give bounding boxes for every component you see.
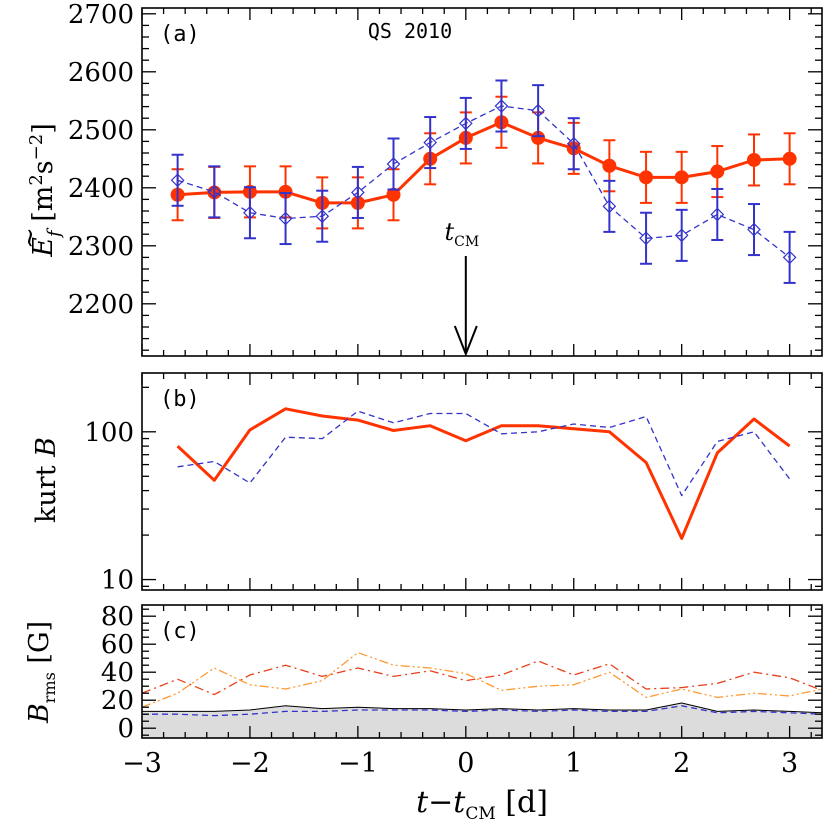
- y-tick-label: 10: [101, 566, 134, 596]
- arrow-annotation-label: tCM: [444, 218, 479, 250]
- x-tick-label: −2: [230, 748, 270, 779]
- series-line-3: [142, 660, 822, 696]
- series-line-1: [176, 407, 791, 540]
- error-bar: [783, 230, 796, 284]
- data-point: [423, 135, 438, 150]
- data-point: [207, 185, 222, 199]
- series-line-2: [142, 705, 822, 717]
- error-bar: [243, 186, 256, 240]
- error-bar: [567, 117, 580, 171]
- x-tick-label: 3: [781, 748, 798, 779]
- data-point: [351, 185, 365, 200]
- plot-frame: [141, 7, 823, 357]
- data-point: [602, 199, 617, 214]
- data-point: [386, 157, 401, 171]
- arrow-head: [453, 325, 478, 357]
- data-point: [674, 228, 689, 243]
- y-tick-label: 0: [117, 714, 134, 744]
- data-point: [386, 187, 401, 202]
- data-point: [747, 152, 761, 167]
- data-point: [747, 222, 761, 237]
- data-point: [674, 170, 689, 185]
- y-tick-label: 2400: [68, 174, 134, 204]
- panel-label: (b): [160, 387, 200, 412]
- panel-a: 2200 2300 2400 2500 2600 2700 (a) QS 2010 Ef [m2…: [15, 0, 823, 357]
- error-bar: [640, 211, 653, 265]
- series-fill-area: [142, 703, 822, 738]
- y-tick-label: 2500: [68, 116, 134, 146]
- panel-title: QS 2010: [368, 19, 452, 43]
- y-axis-label-tilde: ~: [15, 227, 45, 249]
- data-point: [782, 250, 797, 265]
- y-tick-label: 2600: [68, 58, 134, 88]
- panel-label: (c): [160, 619, 200, 644]
- x-tick-label: 2: [673, 748, 690, 779]
- data-point: [566, 136, 581, 151]
- data-point: [639, 170, 654, 185]
- data-point: [710, 207, 725, 222]
- y-tick-label: 100: [84, 418, 134, 448]
- plot-frame: [141, 604, 823, 739]
- series-line-4: [142, 651, 822, 708]
- data-point: [170, 173, 185, 188]
- series-line-1: [142, 702, 822, 714]
- x-axis-label: t−tCM [d]: [416, 785, 548, 824]
- plot-area: [170, 79, 797, 284]
- data-point: [494, 99, 509, 113]
- data-point: [278, 184, 293, 199]
- error-bar: [748, 203, 760, 257]
- panel-b: 10 100 (b) kurt B: [31, 372, 823, 596]
- y-axis-label: Brms [G]: [24, 621, 59, 724]
- y-axis-label: kurt B: [31, 437, 62, 523]
- data-point: [315, 209, 330, 224]
- y-tick-label: 2200: [68, 290, 134, 320]
- x-tick-label: 0: [457, 748, 474, 779]
- data-point: [531, 103, 545, 118]
- data-point: [782, 151, 797, 166]
- series-line-1: [177, 120, 790, 205]
- x-tick-label: −3: [122, 748, 162, 779]
- data-point: [531, 130, 546, 145]
- data-point: [458, 116, 473, 131]
- y-tick-label: 40: [101, 658, 134, 688]
- plot-area: [142, 651, 822, 738]
- x-tick-label: 1: [565, 748, 582, 779]
- data-point: [602, 158, 617, 173]
- y-axis-label: Ef [m2s−2]: [26, 123, 65, 258]
- x-tick-label: −1: [338, 748, 378, 779]
- y-tick-label: 60: [101, 630, 134, 660]
- y-tick-label: 2700: [68, 0, 134, 30]
- series-line-2: [177, 105, 791, 258]
- y-tick-label: 2300: [68, 232, 134, 262]
- series-line-2: [177, 410, 791, 497]
- plot-area: [176, 407, 791, 540]
- data-point: [639, 231, 653, 246]
- data-point: [710, 164, 725, 179]
- plot-frame: [141, 372, 823, 591]
- y-tick-label: 80: [101, 602, 134, 632]
- data-point: [243, 205, 257, 220]
- y-tick-label: 20: [101, 686, 134, 716]
- panel-label: (a): [160, 22, 200, 47]
- data-point: [278, 211, 293, 226]
- error-bar: [208, 165, 221, 219]
- error-bar: [711, 187, 724, 241]
